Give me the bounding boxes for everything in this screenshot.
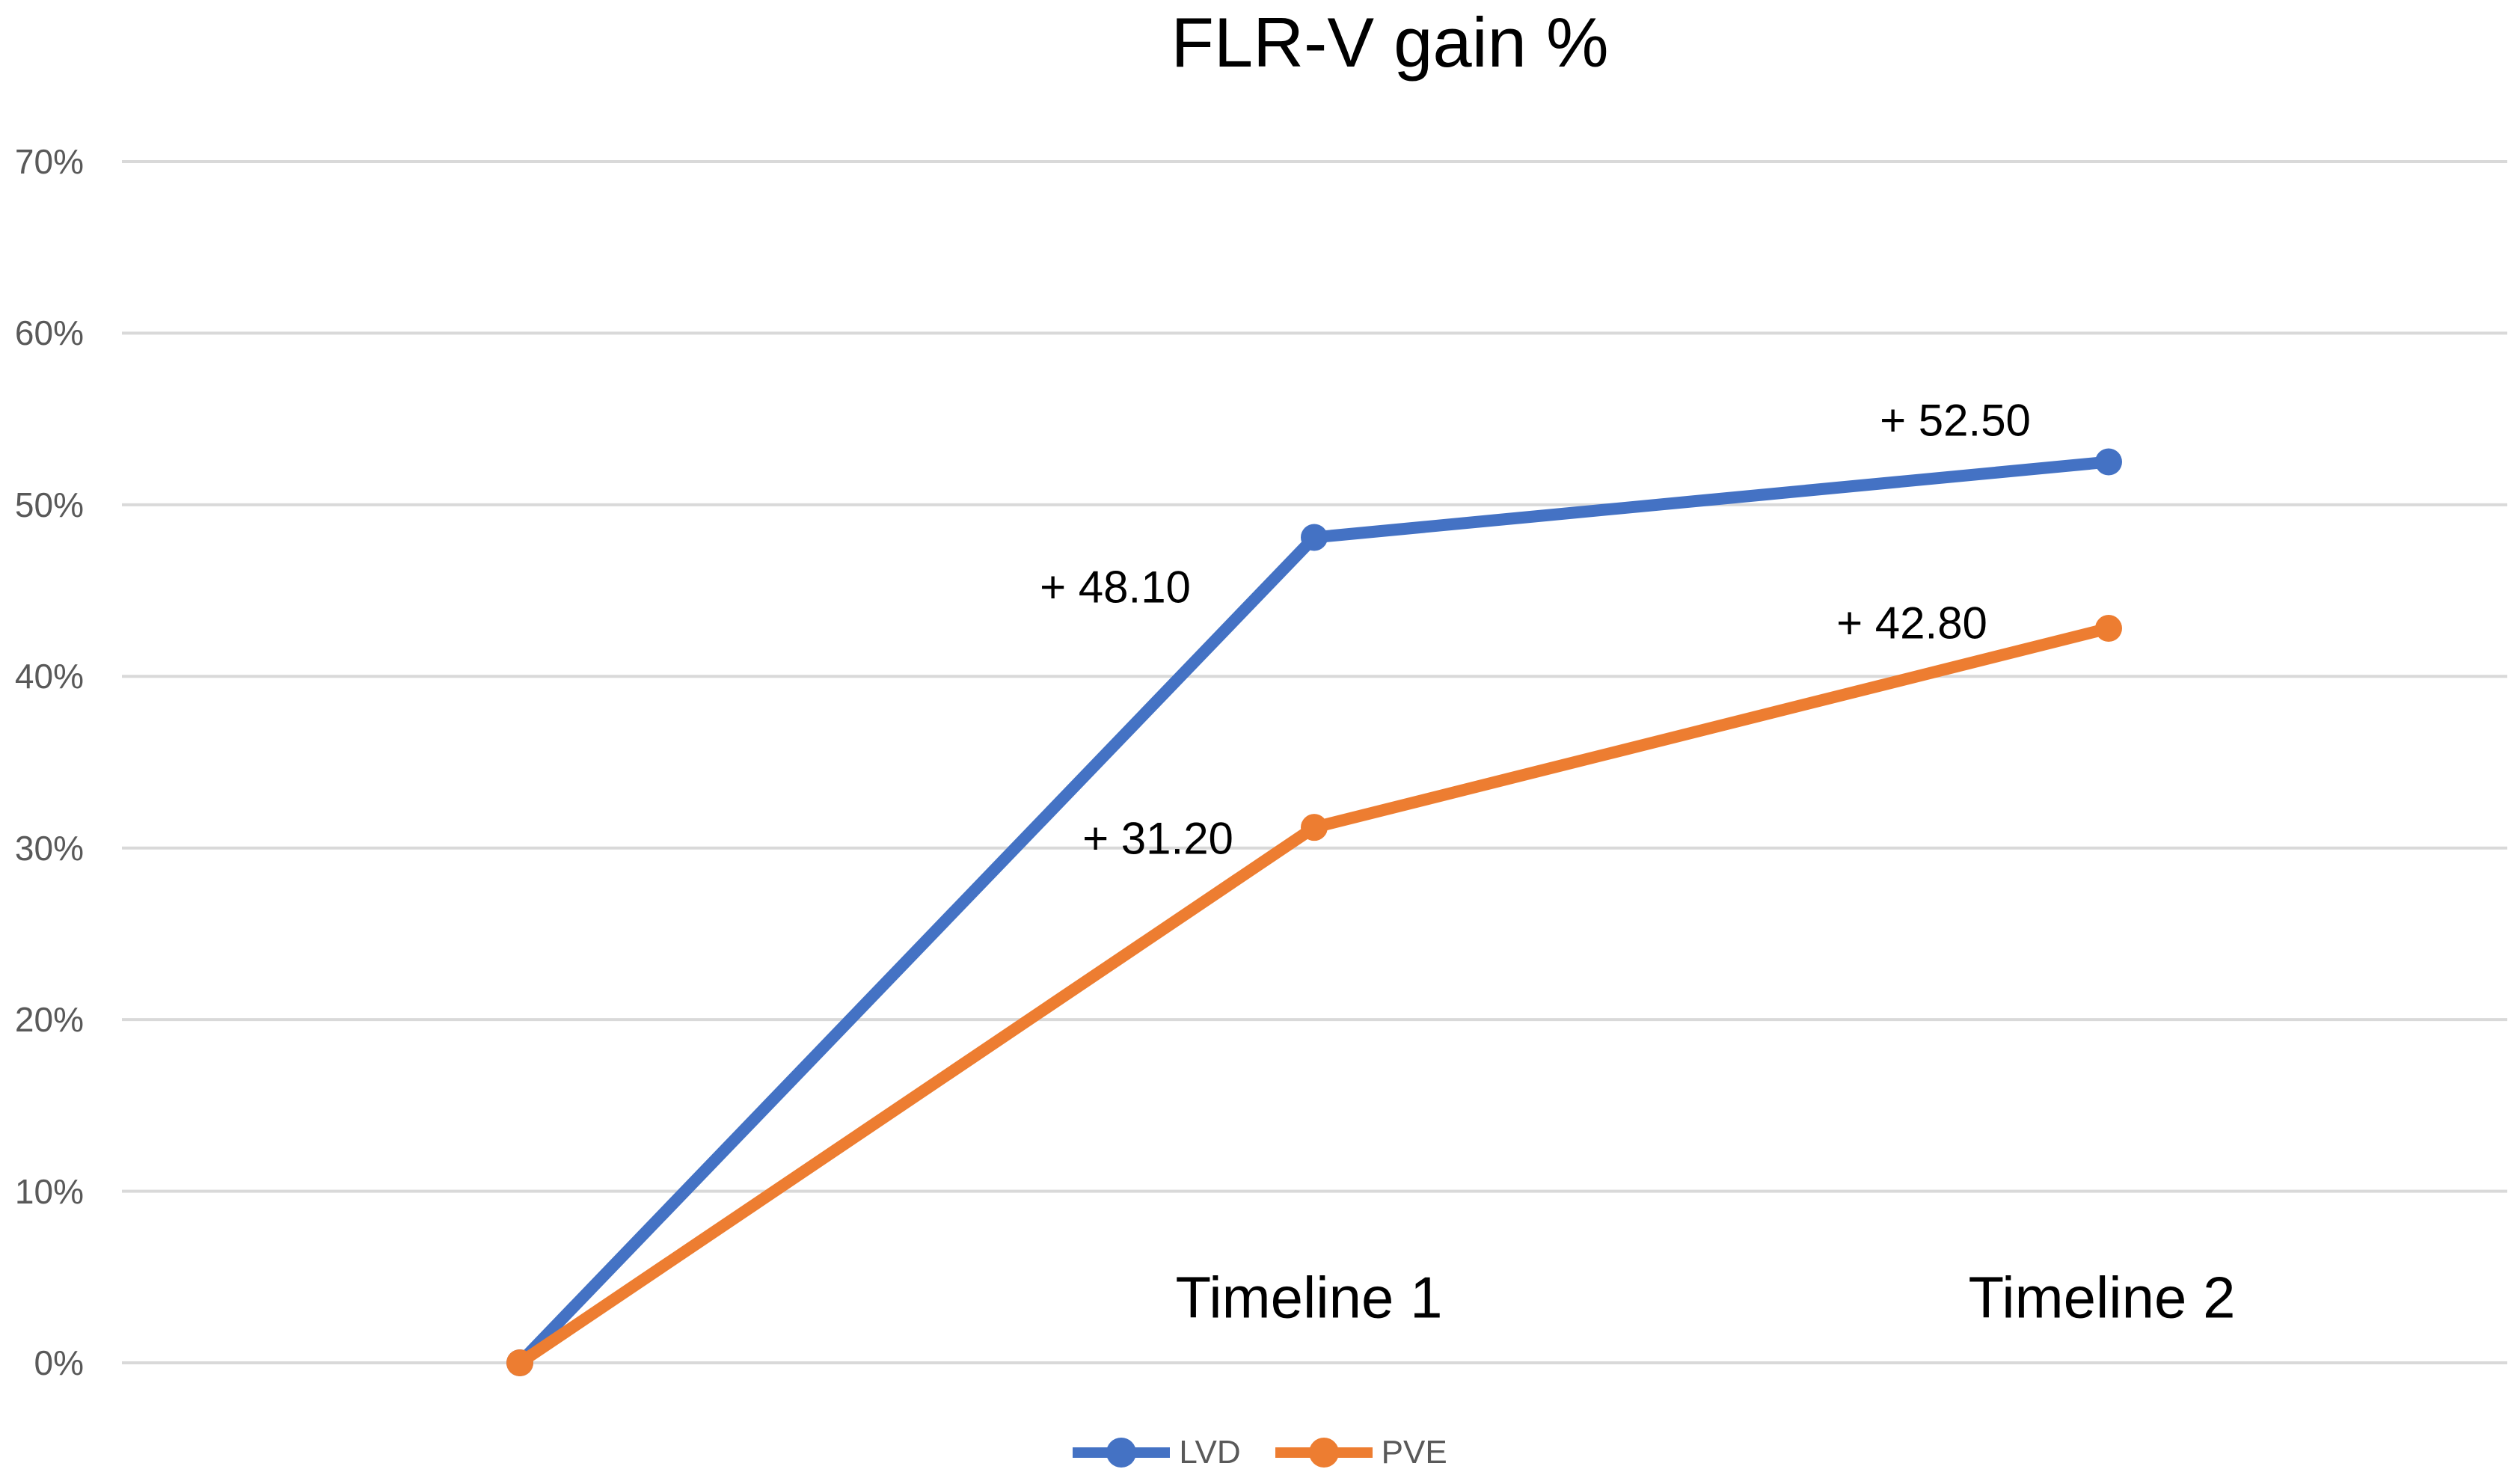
series-marker-lvd xyxy=(2095,448,2122,476)
series-marker-lvd xyxy=(1301,524,1328,551)
y-axis-tick-label: 60% xyxy=(14,313,84,353)
y-axis-tick-label: 0% xyxy=(34,1343,84,1382)
category-label: Timeline 1 xyxy=(1175,1264,1443,1331)
legend-item-lvd: LVD xyxy=(1073,1434,1241,1471)
y-axis-tick-label: 70% xyxy=(14,142,84,181)
lvd-line-marker-icon xyxy=(1073,1438,1171,1468)
pve-line-marker-icon xyxy=(1275,1438,1373,1468)
y-axis-tick-label: 30% xyxy=(14,828,84,868)
data-label-pve: + 42.80 xyxy=(1836,598,1987,648)
category-label: Timeline 2 xyxy=(1968,1264,2236,1331)
data-label-lvd: + 48.10 xyxy=(1040,562,1191,613)
series-marker-pve xyxy=(506,1349,533,1376)
legend-label-lvd: LVD xyxy=(1179,1434,1241,1471)
legend-label-pve: PVE xyxy=(1381,1434,1447,1471)
series-marker-pve xyxy=(1301,814,1328,841)
data-label-pve: + 31.20 xyxy=(1082,813,1233,864)
legend-item-pve: PVE xyxy=(1275,1436,1447,1469)
chart-title: FLR-V gain % xyxy=(1171,3,1609,82)
y-axis-tick-label: 20% xyxy=(14,1000,84,1040)
series-line-pve xyxy=(514,622,2115,1369)
legend: LVD PVE xyxy=(0,1436,2520,1469)
y-axis-tick-label: 40% xyxy=(14,657,84,696)
gridlines xyxy=(122,160,2507,1364)
y-axis-tick-label: 10% xyxy=(14,1171,84,1211)
y-axis-tick-label: 50% xyxy=(14,485,84,524)
data-label-lvd: + 52.50 xyxy=(1880,395,2031,446)
series-marker-pve xyxy=(2095,615,2122,643)
